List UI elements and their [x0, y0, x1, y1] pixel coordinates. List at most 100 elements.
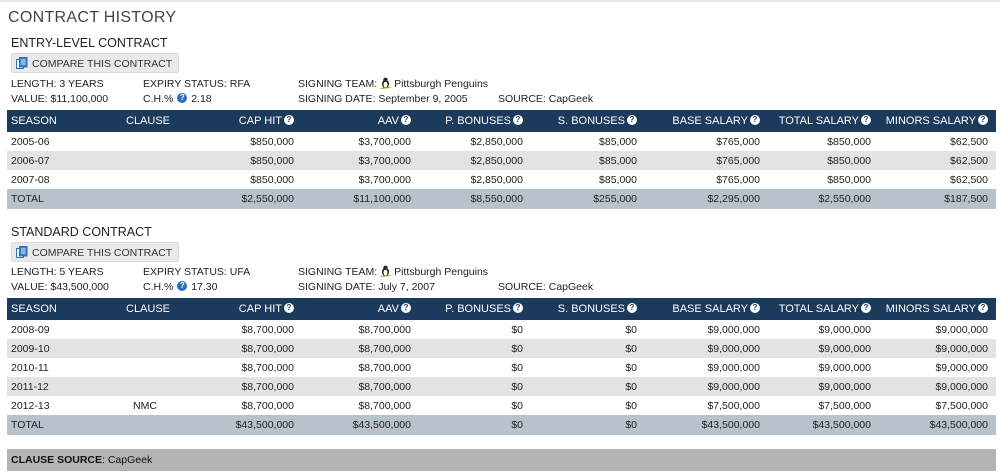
cell-minors-salary: $9,000,000: [935, 323, 988, 336]
cell-aav: $3,700,000: [358, 135, 411, 148]
question-circle-icon[interactable]: ?: [978, 303, 988, 314]
cell-total-salary: $43,500,000: [812, 419, 871, 431]
cell-aav: $43,500,000: [352, 419, 411, 431]
cell-base-salary: $43,500,000: [701, 419, 760, 431]
cell-cap-hit: $43,500,000: [235, 419, 294, 431]
cell-base-salary: $9,000,000: [707, 361, 760, 374]
contract-source: SOURCE: CapGeek: [498, 281, 594, 293]
col-p-bonuses[interactable]: P. BONUSES?: [419, 298, 531, 320]
penguin-icon: [380, 265, 391, 278]
cell-s-bonuses: $85,000: [599, 135, 637, 148]
cell-base-salary: $9,000,000: [707, 323, 760, 336]
col-total-salary[interactable]: TOTAL SALARY?: [768, 110, 879, 132]
cell-clause: [122, 358, 202, 377]
cell-season: TOTAL: [11, 419, 44, 431]
contract-value: VALUE: $11,100,000: [11, 93, 109, 105]
cell-clause: [122, 320, 202, 339]
signing-team: SIGNING TEAM: Pittsburgh Penguins: [298, 77, 489, 90]
cell-cap-hit: $8,700,000: [241, 342, 294, 355]
question-circle-icon[interactable]: ?: [284, 115, 294, 126]
question-circle-icon[interactable]: ?: [513, 303, 523, 314]
cell-p-bonuses: $0: [511, 380, 523, 393]
cell-base-salary: $2,295,000: [707, 193, 760, 205]
cell-p-bonuses: $0: [511, 399, 523, 412]
col-season[interactable]: SEASON: [11, 303, 57, 315]
question-circle-icon[interactable]: ?: [177, 93, 188, 104]
cell-p-bonuses: $0: [511, 361, 523, 374]
cell-base-salary: $765,000: [716, 173, 760, 186]
col-minors-salary[interactable]: MINORS SALARY?: [879, 298, 996, 320]
question-circle-icon[interactable]: ?: [978, 115, 988, 126]
compare-contract-button[interactable]: COMPARE THIS CONTRACT: [11, 53, 180, 73]
cell-p-bonuses: $0: [511, 419, 523, 431]
col-minors-salary[interactable]: MINORS SALARY?: [879, 110, 996, 132]
cell-minors-salary: $43,500,000: [929, 419, 988, 431]
cell-total-salary: $9,000,000: [818, 323, 871, 336]
contract-title-entry-level: ENTRY-LEVEL CONTRACT: [11, 36, 168, 50]
question-circle-icon[interactable]: ?: [401, 115, 411, 126]
question-circle-icon[interactable]: ?: [750, 303, 760, 314]
signing-team-name: Pittsburgh Penguins: [394, 266, 489, 278]
table-header: SEASON CLAUSE CAP HIT? AAV? P. BONUSES? …: [7, 298, 996, 320]
col-aav[interactable]: AAV?: [302, 298, 419, 320]
col-clause[interactable]: CLAUSE: [126, 115, 171, 127]
cell-season: 2012-13: [11, 399, 50, 412]
cap-hit-percent-value: 17.30: [191, 281, 218, 293]
question-circle-icon[interactable]: ?: [401, 303, 411, 314]
col-base-salary[interactable]: BASE SALARY?: [645, 110, 768, 132]
cell-p-bonuses: $2,850,000: [470, 173, 523, 186]
col-cap-hit[interactable]: CAP HIT?: [202, 110, 302, 132]
table-row: 2008-09 $8,700,000 $8,700,000 $0 $0 $9,0…: [7, 320, 996, 339]
question-circle-icon[interactable]: ?: [861, 303, 871, 314]
cell-cap-hit: $8,700,000: [241, 323, 294, 336]
table-row: 2007-08 $850,000 $3,700,000 $2,850,000 $…: [7, 170, 996, 189]
question-circle-icon[interactable]: ?: [513, 115, 523, 126]
cap-hit-percent-label: C.H.%: [143, 281, 174, 293]
question-circle-icon[interactable]: ?: [750, 115, 760, 126]
cell-clause: [122, 189, 202, 209]
cell-total-salary: $2,550,000: [818, 193, 871, 205]
cell-minors-salary: $62,500: [950, 173, 988, 186]
col-p-bonuses[interactable]: P. BONUSES?: [419, 110, 531, 132]
cell-p-bonuses: $0: [511, 323, 523, 336]
cell-aav: $8,700,000: [358, 399, 411, 412]
cap-hit-percent-label: C.H.%: [143, 93, 174, 105]
cell-total-salary: $9,000,000: [818, 380, 871, 393]
clause-source-value: : CapGeek: [102, 454, 153, 466]
cell-s-bonuses: $85,000: [599, 154, 637, 167]
signing-team-name: Pittsburgh Penguins: [394, 78, 489, 90]
cell-p-bonuses: $8,550,000: [470, 193, 523, 205]
col-s-bonuses[interactable]: S. BONUSES?: [531, 298, 645, 320]
cell-aav: $11,100,000: [353, 193, 411, 205]
question-circle-icon[interactable]: ?: [627, 303, 637, 314]
cell-clause: [122, 377, 202, 396]
col-total-salary[interactable]: TOTAL SALARY?: [768, 298, 879, 320]
contract-table-standard: SEASON CLAUSE CAP HIT? AAV? P. BONUSES? …: [7, 298, 996, 435]
signing-date: SIGNING DATE: September 9, 2005: [298, 93, 468, 105]
compare-contract-button[interactable]: COMPARE THIS CONTRACT: [11, 242, 180, 262]
cell-base-salary: $9,000,000: [707, 380, 760, 393]
cell-base-salary: $765,000: [716, 154, 760, 167]
question-circle-icon[interactable]: ?: [284, 303, 294, 314]
cell-minors-salary: $9,000,000: [935, 342, 988, 355]
cell-minors-salary: $7,500,000: [935, 399, 988, 412]
cell-p-bonuses: $0: [511, 342, 523, 355]
compare-icon: [16, 245, 28, 258]
cell-s-bonuses: $255,000: [593, 193, 637, 205]
cell-minors-salary: $9,000,000: [935, 380, 988, 393]
col-s-bonuses[interactable]: S. BONUSES?: [531, 110, 645, 132]
cell-s-bonuses: $0: [625, 380, 637, 393]
col-season[interactable]: SEASON: [11, 115, 57, 127]
col-base-salary[interactable]: BASE SALARY?: [645, 298, 768, 320]
question-circle-icon[interactable]: ?: [177, 281, 188, 292]
question-circle-icon[interactable]: ?: [627, 115, 637, 126]
signing-team-label: SIGNING TEAM:: [298, 266, 378, 278]
col-aav[interactable]: AAV?: [302, 110, 419, 132]
cell-cap-hit: $8,700,000: [241, 361, 294, 374]
col-cap-hit[interactable]: CAP HIT?: [202, 298, 302, 320]
col-clause[interactable]: CLAUSE: [126, 303, 171, 315]
cell-clause: NMC: [133, 399, 157, 412]
contract-table-entry-level: SEASON CLAUSE CAP HIT? AAV? P. BONUSES? …: [7, 110, 996, 209]
question-circle-icon[interactable]: ?: [861, 115, 871, 126]
contract-length: LENGTH: 5 YEARS: [11, 266, 104, 278]
